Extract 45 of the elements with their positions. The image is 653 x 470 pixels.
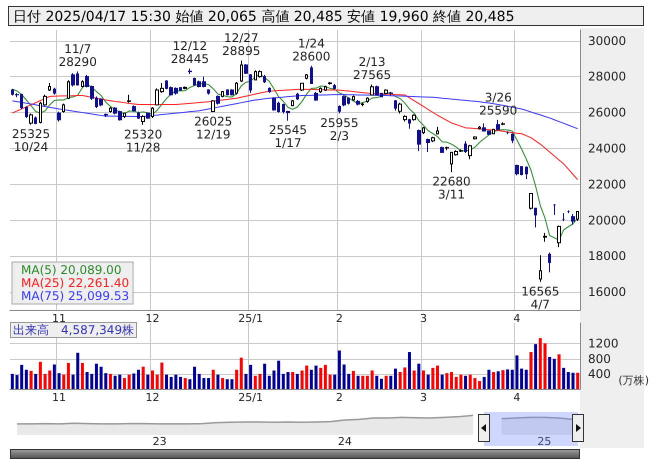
- chart-title: 日付 2025/04/17 15:30 始値 20,065 高値 20,485 安値 19,960 終値 20,485: [8, 6, 644, 26]
- y-tick-label: 18000: [588, 249, 626, 264]
- x-tick-label: 23: [152, 435, 167, 448]
- annotation: 26025 12/19: [194, 114, 232, 142]
- annotation: 25320 11/28: [124, 127, 162, 154]
- x-tick-label: 12: [146, 391, 160, 404]
- annotation: 25545 1/17: [268, 123, 308, 150]
- annotation: 12/27 28895: [222, 31, 260, 58]
- x-tick-label: 11: [52, 391, 66, 404]
- y-tick-label: 28000: [588, 70, 626, 84]
- annotation: 12/12 28445: [170, 39, 209, 66]
- y-tick-label: 1200: [588, 336, 619, 351]
- text: MA(25) 22,261.40: [21, 276, 130, 290]
- x-tick-label: 25/1: [238, 312, 263, 325]
- chart-title: 出来高 4,587,349株: [13, 323, 134, 337]
- annotation: 1/24 28600: [292, 36, 330, 64]
- x-tick-label: 4: [513, 312, 520, 325]
- y-tick-label: 16000: [588, 285, 626, 300]
- y-axis-title: (万株): [618, 374, 650, 387]
- x-tick-label: 12: [146, 312, 160, 325]
- annotation: 2/13 27565: [352, 54, 392, 82]
- y-tick-label: 800: [588, 352, 611, 366]
- x-tick-label: 24: [338, 435, 352, 448]
- text: MA(5) 20,089.00: [21, 263, 122, 277]
- annotation: 25955 2/3: [320, 116, 358, 143]
- annotation: 11/7 28290: [58, 42, 97, 69]
- y-tick-label: 400: [588, 366, 611, 381]
- y-tick-label: 26000: [588, 106, 626, 120]
- annotation: 25325 10/24: [12, 127, 50, 154]
- annotation: 16565 4/7: [521, 284, 560, 312]
- x-tick-label: 25/1: [238, 391, 263, 404]
- x-tick-label: 25: [537, 435, 552, 448]
- text: MA(75) 25,099.53: [21, 289, 130, 303]
- annotation: 3/26 25590: [479, 90, 518, 118]
- x-tick-label: 3: [420, 391, 427, 404]
- y-tick-label: 20000: [588, 213, 626, 228]
- x-tick-label: 3: [420, 312, 427, 325]
- x-tick-label: 11: [52, 312, 66, 325]
- y-tick-label: 22000: [588, 177, 626, 192]
- x-tick-label: 2: [336, 312, 343, 325]
- x-tick-label: 2: [336, 391, 343, 404]
- y-tick-label: 24000: [588, 141, 626, 156]
- y-tick-label: 30000: [588, 34, 626, 48]
- x-tick-label: 4: [513, 391, 520, 404]
- annotation: 22680 3/11: [432, 174, 471, 202]
